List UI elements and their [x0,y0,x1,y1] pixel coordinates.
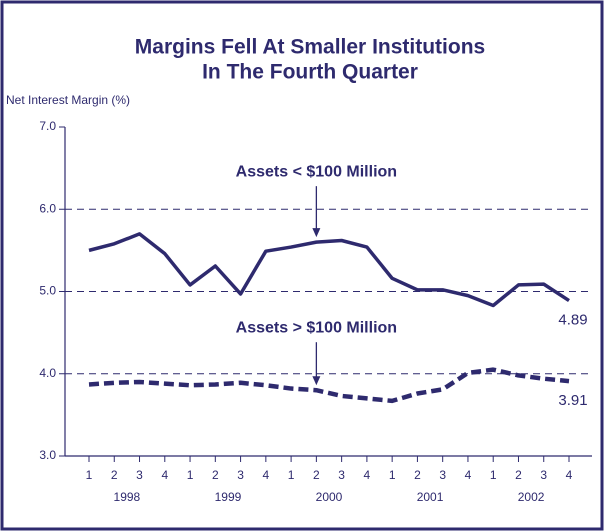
x-tick-label: 4 [465,468,472,482]
y-axis-label: Net Interest Margin (%) [6,93,130,107]
end-value-label: 4.89 [558,312,587,329]
series-line [88,232,570,308]
chart-title: Margins Fell At Smaller Institutions [135,36,485,59]
annotation-arrowhead [312,228,321,238]
x-tick-label: 3 [439,468,446,482]
x-tick-label: 3 [338,468,345,482]
y-tick-label: 5.0 [39,284,56,298]
y-tick-label: 6.0 [39,201,56,215]
chart-title: In The Fourth Quarter [202,61,418,84]
series-line [88,367,570,404]
x-tick-label: 2 [313,468,320,482]
x-tick-label: 2 [111,468,118,482]
x-tick-label: 1 [288,468,295,482]
year-label: 2001 [417,490,444,504]
x-tick-label: 3 [136,468,143,482]
x-tick-label: 1 [86,468,93,482]
x-tick-label: 4 [364,468,371,482]
year-label: 2000 [316,490,343,504]
year-label: 2002 [518,490,545,504]
x-tick-label: 1 [187,468,194,482]
year-label: 1999 [215,490,242,504]
x-tick-label: 2 [515,468,522,482]
x-tick-label: 4 [566,468,573,482]
x-tick-label: 2 [414,468,421,482]
x-tick-label: 3 [540,468,547,482]
x-tick-label: 4 [161,468,168,482]
y-tick-label: 3.0 [39,448,56,462]
y-tick-label: 7.0 [39,119,56,133]
annotation-arrowhead [312,376,321,386]
year-label: 1998 [114,490,141,504]
x-tick-label: 2 [212,468,219,482]
x-tick-label: 4 [262,468,269,482]
y-tick-label: 4.0 [39,366,56,380]
x-tick-label: 3 [237,468,244,482]
series-annotation: Assets > $100 Million [236,319,397,336]
end-value-label: 3.91 [558,392,587,409]
x-tick-label: 1 [389,468,396,482]
series-annotation: Assets < $100 Million [236,163,397,180]
x-tick-label: 1 [490,468,497,482]
